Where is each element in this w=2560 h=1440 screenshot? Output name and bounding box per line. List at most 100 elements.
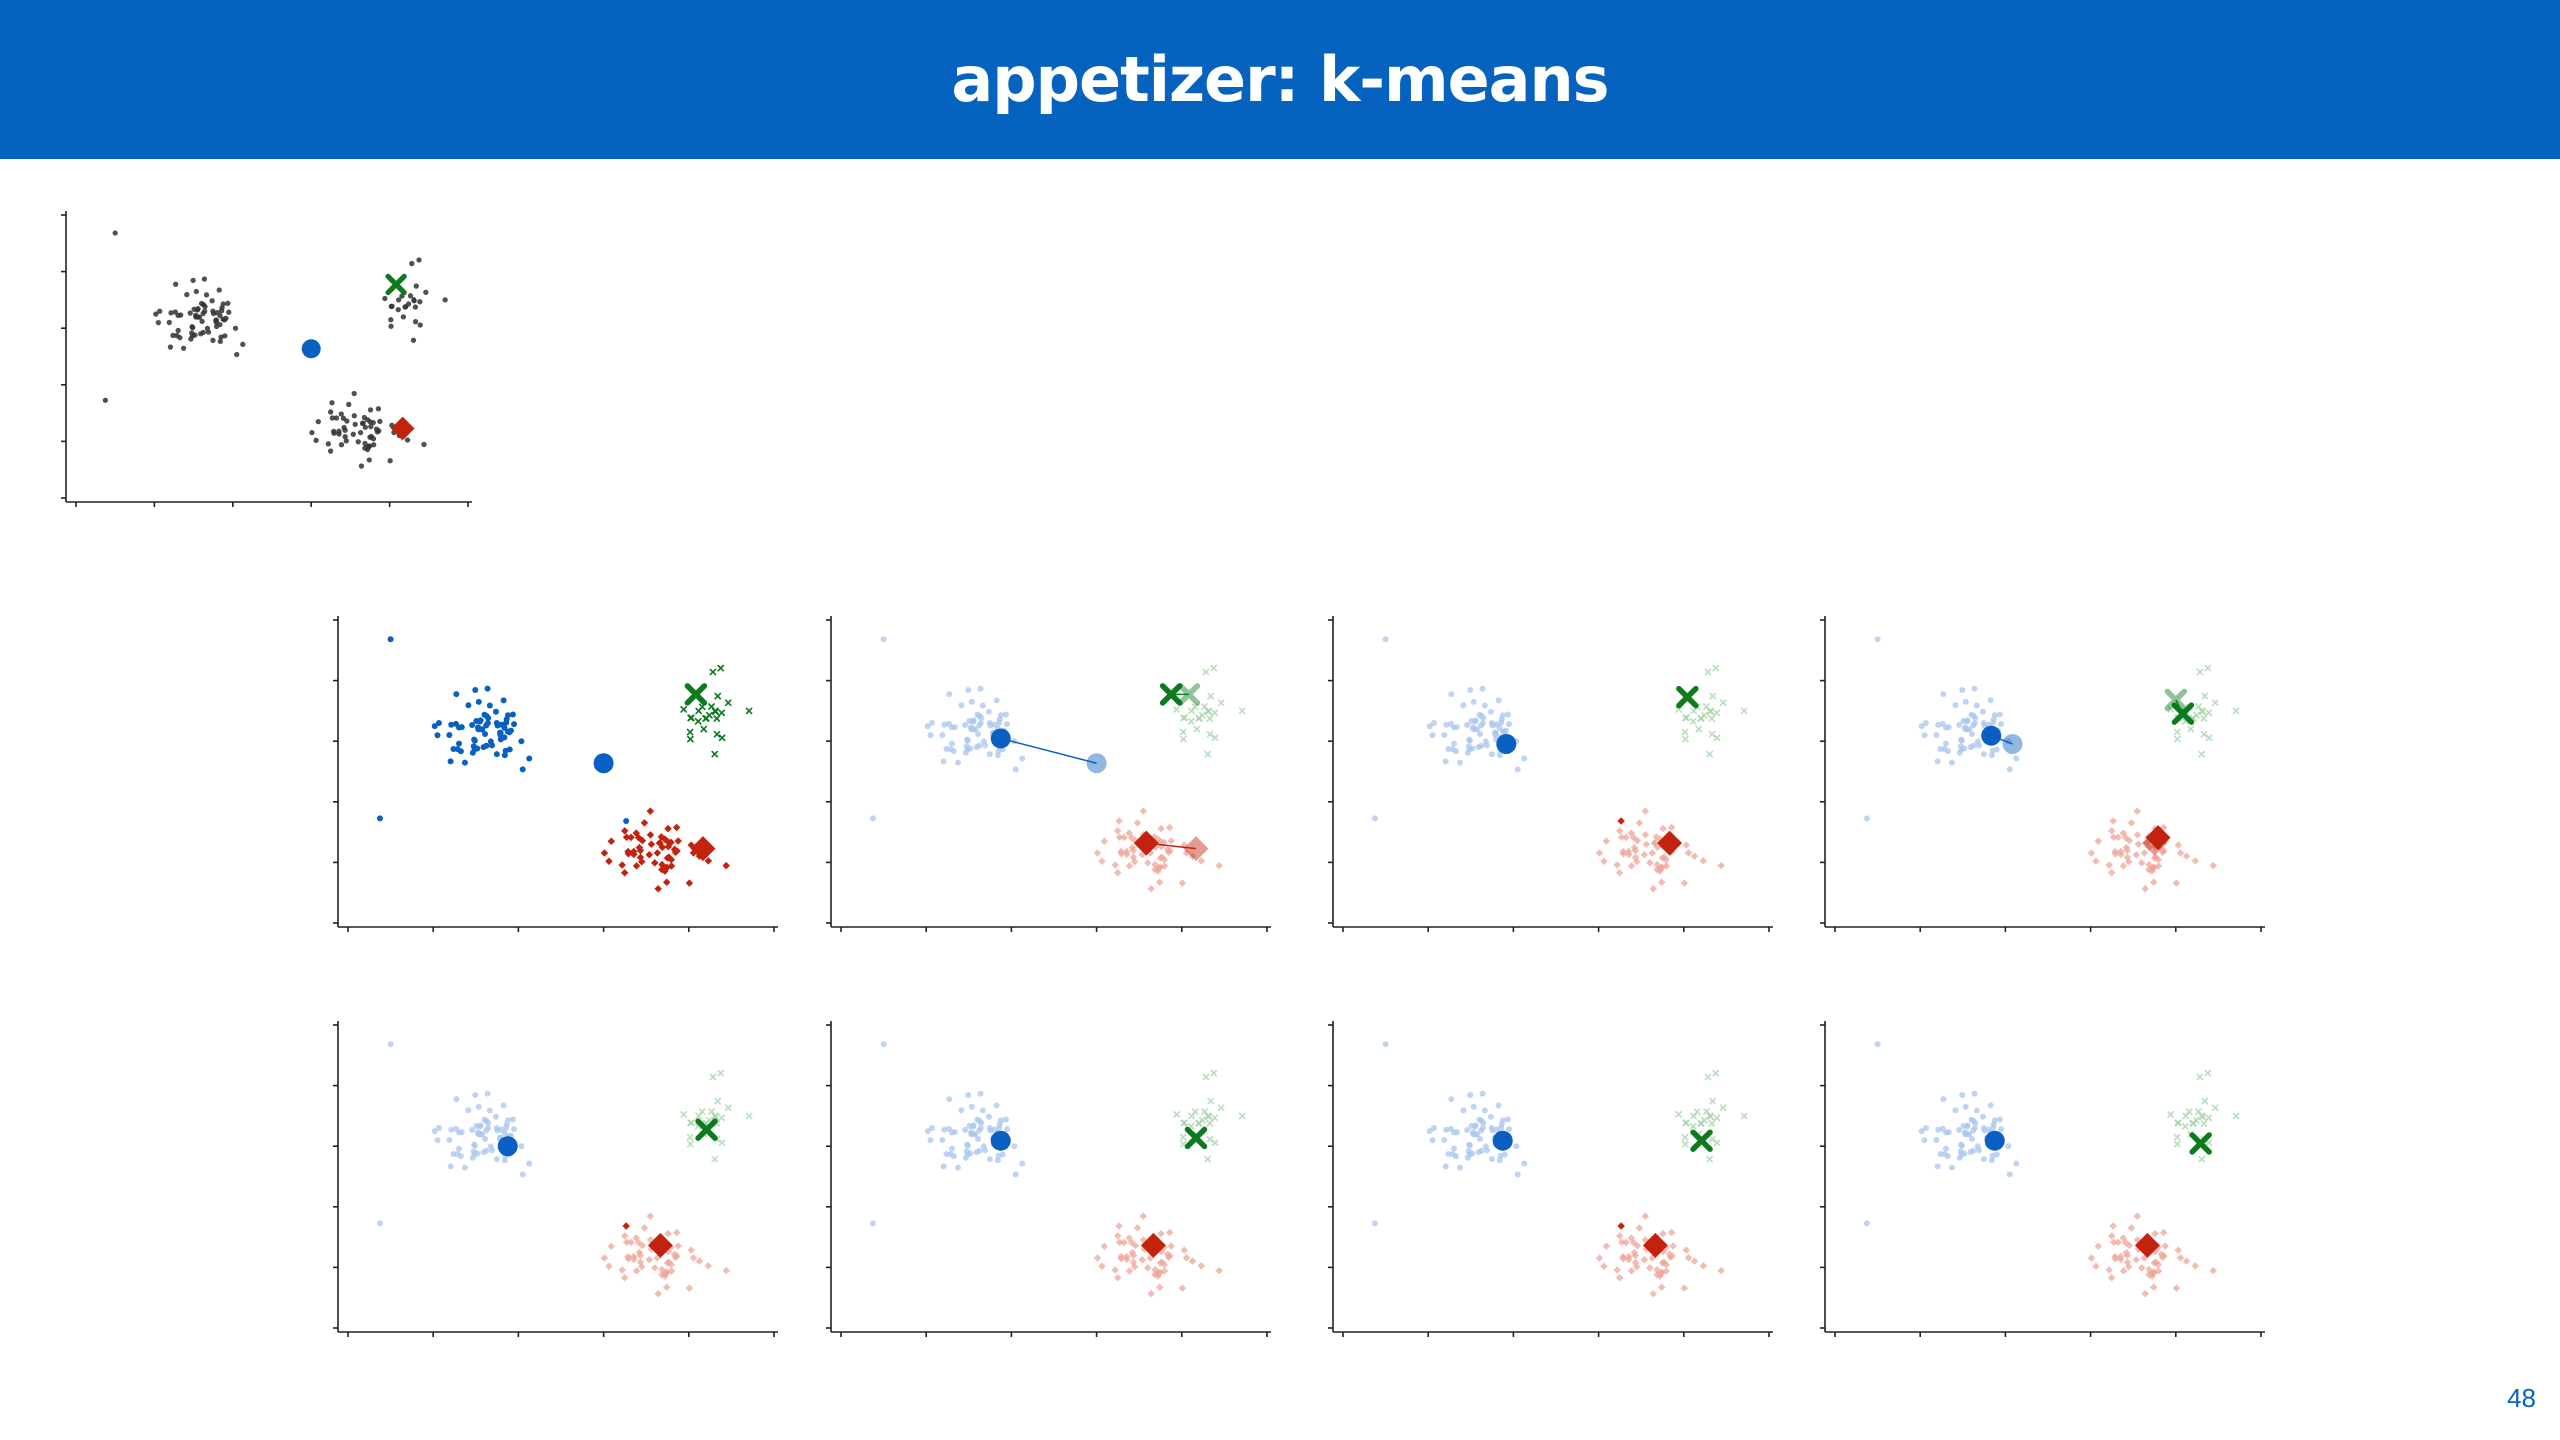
- data-point-shape: [1442, 1163, 1449, 1170]
- centroid-blue-shape: [301, 339, 321, 359]
- data-point: [1863, 815, 1870, 822]
- data-point: [1133, 1224, 1142, 1232]
- data-point-shape: [1140, 1245, 1149, 1253]
- data-point: [1504, 711, 1511, 718]
- data-point: [2172, 1284, 2181, 1292]
- data-point: [1683, 714, 1690, 722]
- data-point-shape: [2092, 1262, 2100, 1271]
- data-point-shape: [472, 687, 479, 694]
- data-point-shape: [1466, 737, 1473, 744]
- data-point: [650, 1264, 659, 1272]
- data-point-shape: [1641, 831, 1650, 839]
- data-point: [2154, 1260, 2163, 1269]
- data-point: [2204, 1069, 2212, 1077]
- data-point-stroke-b: [1708, 1120, 1716, 1127]
- data-point: [1706, 750, 1714, 758]
- data-point-shape: [994, 1157, 1001, 1164]
- data-point: [671, 1253, 680, 1261]
- data-point-shape: [475, 1131, 482, 1138]
- data-point-shape: [1521, 755, 1528, 762]
- data-point-shape: [647, 1245, 656, 1253]
- centroids: [1981, 688, 2195, 856]
- data-point-shape: [2123, 1251, 2132, 1260]
- data-point: [472, 1092, 479, 1099]
- data-point: [713, 715, 721, 722]
- data-point-shape: [1979, 708, 1986, 715]
- data-point: [477, 1122, 484, 1129]
- data-point: [1708, 1120, 1716, 1127]
- data-point-shape: [1477, 1135, 1484, 1142]
- data-point: [412, 304, 419, 310]
- data-point-shape: [486, 1107, 493, 1114]
- data-point: [632, 829, 641, 837]
- data-point: [689, 1254, 698, 1262]
- data-point: [1622, 833, 1630, 842]
- data-point-shape: [1120, 833, 1128, 842]
- data-point: [1139, 1212, 1148, 1220]
- data-point-shape: [1602, 1242, 1611, 1250]
- data-point-shape: [1970, 722, 1977, 729]
- data-point-shape: [1981, 1127, 1988, 1134]
- data-point-stroke-b: [1181, 1119, 1188, 1127]
- data-point-shape: [500, 697, 507, 704]
- data-point-shape: [2124, 1263, 2133, 1271]
- data-point: [351, 413, 357, 419]
- data-point: [664, 824, 672, 833]
- data-point-stroke-b: [686, 1133, 694, 1141]
- centroid-blue-shape: [1984, 1130, 2005, 1151]
- data-point: [1942, 1145, 1949, 1152]
- data-point-shape: [454, 1151, 461, 1158]
- data-point-shape: [664, 1229, 672, 1238]
- data-point-shape: [2119, 1267, 2128, 1275]
- data-point: [447, 758, 454, 765]
- data-point-shape: [630, 850, 638, 859]
- data-points: [376, 1041, 753, 1298]
- data-point-shape: [2109, 1238, 2118, 1247]
- data-point-shape: [1143, 1264, 1152, 1272]
- data-point-shape: [965, 1092, 972, 1099]
- data-point-shape: [1962, 726, 1969, 733]
- data-point-stroke-b: [724, 699, 732, 707]
- centroid-blue: [497, 1136, 518, 1157]
- data-point: [647, 840, 656, 848]
- data-point-shape: [1613, 861, 1621, 869]
- data-point: [1956, 722, 1963, 729]
- data-point: [1616, 1232, 1624, 1240]
- data-point-shape: [1666, 1253, 1675, 1261]
- data-point: [980, 738, 987, 745]
- data-point: [494, 722, 501, 729]
- data-point-stroke-b: [1706, 1155, 1714, 1163]
- data-point: [2006, 1171, 2013, 1178]
- data-point: [2173, 1140, 2181, 1148]
- data-point-shape: [654, 885, 662, 893]
- data-point: [713, 730, 721, 738]
- data-point-shape: [620, 1273, 629, 1282]
- data-point: [1460, 702, 1467, 709]
- data-point: [2137, 1264, 2146, 1272]
- data-point-stroke-b: [2198, 750, 2206, 758]
- data-point-shape: [993, 1102, 1000, 1109]
- data-point-shape: [1167, 837, 1175, 845]
- data-point: [976, 722, 983, 729]
- data-point-shape: [1653, 860, 1661, 869]
- data-point-shape: [1622, 1238, 1630, 1247]
- data-point: [2123, 853, 2132, 862]
- data-point-shape: [1449, 746, 1456, 753]
- data-point: [447, 1163, 454, 1170]
- data-point: [1114, 1232, 1122, 1240]
- data-point: [1681, 728, 1689, 736]
- data-point: [362, 424, 368, 430]
- data-point-shape: [1627, 862, 1636, 870]
- data-point-shape: [1215, 861, 1223, 870]
- data-point: [1371, 815, 1378, 822]
- data-point-shape: [1690, 852, 1699, 860]
- data-point-stroke-b: [1713, 734, 1721, 742]
- data-point-stroke-b: [718, 1139, 726, 1147]
- data-point-stroke-b: [2211, 699, 2219, 707]
- data-point: [1645, 859, 1654, 867]
- data-point: [1918, 723, 1925, 730]
- data-point-shape: [945, 720, 952, 727]
- data-point-shape: [1464, 722, 1471, 729]
- data-point-shape: [1100, 1242, 1109, 1250]
- data-point-shape: [1942, 740, 1949, 747]
